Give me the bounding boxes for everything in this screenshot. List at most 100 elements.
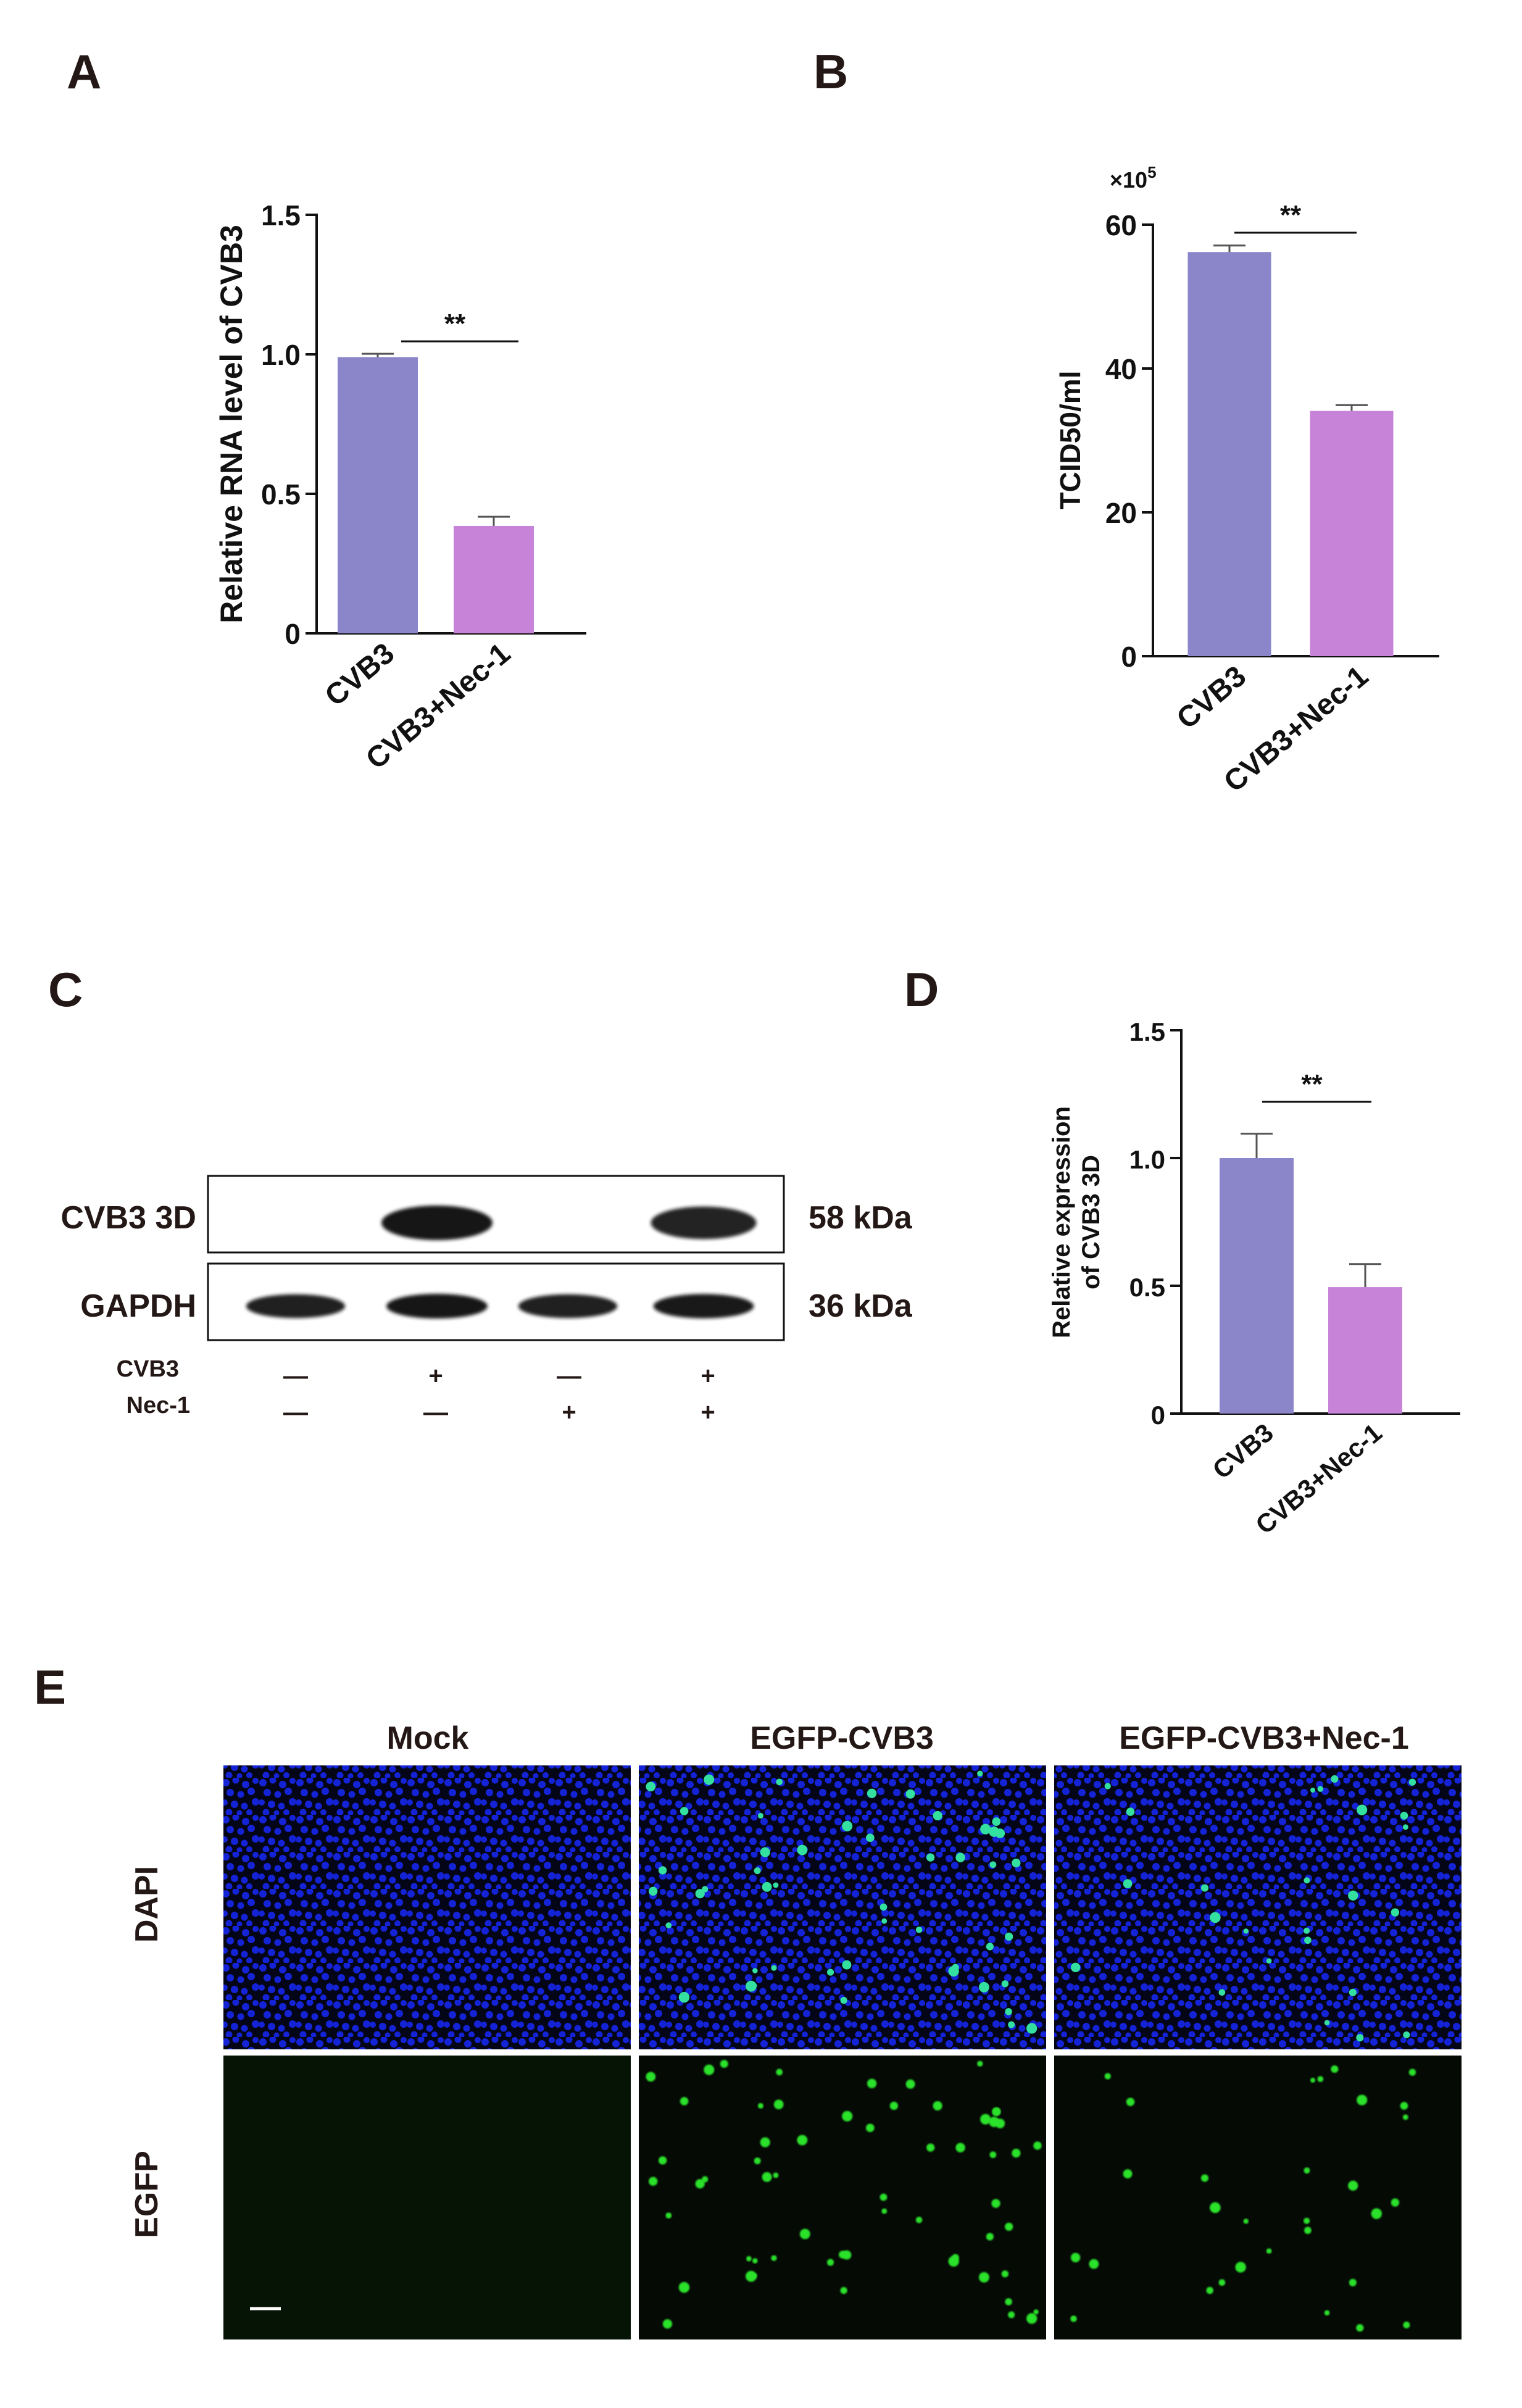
chart-a-category-label: CVB3 (319, 637, 401, 713)
egfp-cell (678, 2281, 690, 2293)
chart-b-y-tick-label: 40 (1105, 353, 1137, 385)
egfp-cell (1235, 2262, 1246, 2273)
merged-cell (1408, 1778, 1416, 1786)
egfp-cell (658, 2156, 667, 2165)
merged-cell (1243, 1928, 1249, 1934)
micro-col-label-egfp-cvb3-nec1: EGFP-CVB3+Nec-1 (1119, 1720, 1409, 1756)
merged-cell (1001, 1980, 1009, 1988)
egfp-cell (1026, 2313, 1038, 2324)
merged-cell (680, 1807, 689, 1815)
panel-label-e: E (34, 1660, 66, 1714)
egfp-cell (1310, 2078, 1316, 2083)
merged-cell (867, 1788, 877, 1798)
merged-cell (905, 1789, 915, 1799)
egfp-cell (665, 2212, 672, 2219)
merged-cell (952, 1964, 959, 1971)
egfp-cell (720, 2059, 728, 2068)
merged-cell (752, 1983, 757, 1988)
egfp-cell (866, 2123, 875, 2133)
dapi-nuclei (639, 1765, 1046, 2049)
egfp-cell (773, 2099, 784, 2110)
merged-cell (992, 1817, 1001, 1826)
egfp-tile (223, 2056, 631, 2339)
merged-cell (665, 1922, 672, 1929)
chart-b-y-tick-label: 60 (1105, 209, 1137, 241)
egfp-cell (977, 2060, 983, 2067)
merged-cell (1304, 1936, 1312, 1944)
merged-cell (752, 1968, 758, 1973)
condition-label-nec1: Nec-1 (127, 1393, 191, 1419)
egfp-cell (989, 2151, 997, 2159)
egfp-cell (881, 2208, 888, 2214)
egfp-tile (1054, 2056, 1462, 2339)
egfp-cell (1317, 2076, 1324, 2082)
chart-d-category-label: CVB3 (1207, 1418, 1279, 1485)
chart-d-significance-stars: ** (1301, 1069, 1323, 1099)
chart-b-significance-stars: ** (1280, 200, 1302, 230)
merged-cell (995, 1828, 1005, 1838)
egfp-cell (754, 2157, 761, 2165)
merged-cell (1402, 1824, 1408, 1830)
blot-band (386, 1294, 488, 1319)
panel-label-c: C (48, 962, 83, 1017)
egfp-cell (1391, 2198, 1400, 2207)
merged-cell (760, 1847, 770, 1857)
egfp-cell (1304, 2227, 1312, 2235)
merged-cell (754, 1867, 761, 1875)
egfp-cell (680, 2097, 689, 2106)
egfp-cell (980, 2114, 991, 2125)
merged-cell (648, 1886, 658, 1896)
chart-a-significance-stars: ** (444, 309, 466, 339)
egfp-cell (1001, 2270, 1009, 2278)
egfp-cell (648, 2177, 658, 2186)
egfp-cell (1218, 2279, 1226, 2286)
egfp-cell (1403, 2321, 1410, 2329)
chart-a-y-tick-label: 1.5 (261, 199, 301, 231)
blot-size-36kda: 36 kDa (809, 1288, 913, 1324)
merged-cell (840, 1997, 847, 2004)
blot-size-58kda: 58 kDa (809, 1200, 913, 1236)
egfp-cell (1304, 2167, 1310, 2174)
blot-band (381, 1206, 493, 1240)
condition-mark: + (701, 1362, 715, 1389)
merged-cell (658, 1866, 667, 1875)
egfp-cell (1126, 2098, 1135, 2106)
merged-cell (1331, 1775, 1339, 1783)
egfp-cell (797, 2135, 808, 2146)
merged-cell (1123, 1879, 1133, 1889)
dapi-nuclei (1054, 1765, 1462, 2049)
egfp-cell (1070, 2315, 1077, 2322)
egfp-cell (889, 2101, 899, 2110)
merged-cell (915, 1927, 923, 1933)
merged-cell (1317, 1786, 1324, 1792)
panel-label-d: D (904, 962, 939, 1017)
merged-cell (1218, 1989, 1226, 1996)
egfp-cell (1012, 2148, 1021, 2158)
merged-cell (762, 1881, 772, 1892)
egfp-cell (1005, 2222, 1013, 2231)
blot-row-label-cvb3-3d: CVB3 3D (60, 1200, 196, 1236)
chart-d-bar-cvb3 (1220, 1158, 1294, 1414)
chart-d-y-tick-label: 1.5 (1129, 1017, 1165, 1046)
egfp-cell (867, 2078, 877, 2088)
merged-cell (1348, 1890, 1358, 1901)
egfp-cell (1206, 2286, 1213, 2294)
merged-cell (978, 1981, 989, 1993)
western-blot: CVB3 3D GAPDH 58 kDa 36 kDa CVB3 Nec-1 —… (60, 1175, 913, 1426)
egfp-cell (1400, 2102, 1408, 2110)
egfp-cell (1070, 2252, 1081, 2262)
chart-b-category-label: CVB3 (1171, 660, 1252, 736)
merged-cell (926, 1853, 935, 1862)
merged-cell (1304, 1927, 1310, 1934)
merged-cell (881, 1918, 888, 1924)
merged-cell (980, 1823, 991, 1835)
egfp-cell (762, 2172, 772, 2182)
merged-cell (1357, 1804, 1368, 1815)
condition-mark: + (701, 1399, 715, 1426)
condition-mark: — (283, 1399, 308, 1426)
egfp-tile (639, 2056, 1046, 2339)
egfp-cell (752, 2273, 757, 2278)
egfp-cell (933, 2101, 942, 2110)
